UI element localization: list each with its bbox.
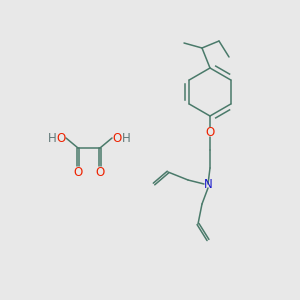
Text: H: H: [122, 131, 130, 145]
Text: O: O: [112, 131, 122, 145]
Text: O: O: [74, 166, 82, 178]
Text: N: N: [204, 178, 212, 190]
Text: O: O: [95, 166, 105, 178]
Text: O: O: [56, 131, 66, 145]
Text: H: H: [48, 131, 56, 145]
Text: O: O: [206, 125, 214, 139]
